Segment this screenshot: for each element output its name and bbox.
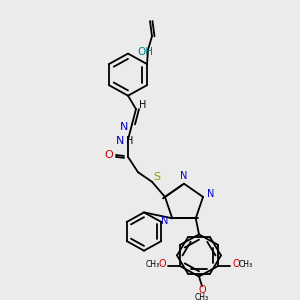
Text: O: O [232, 259, 240, 269]
Text: N: N [120, 122, 128, 132]
Text: N: N [160, 216, 168, 226]
Text: O: O [158, 259, 166, 269]
Text: OH: OH [137, 47, 153, 57]
Text: O: O [198, 285, 206, 295]
Text: CH₃: CH₃ [195, 293, 209, 300]
Text: H: H [139, 100, 147, 110]
Text: CH₃: CH₃ [146, 260, 160, 268]
Text: O: O [105, 150, 113, 160]
Text: N: N [116, 136, 124, 146]
Text: N: N [207, 189, 215, 199]
Text: H: H [126, 136, 134, 146]
Text: CH₃: CH₃ [239, 260, 253, 268]
Text: S: S [153, 172, 161, 182]
Text: N: N [180, 171, 188, 181]
